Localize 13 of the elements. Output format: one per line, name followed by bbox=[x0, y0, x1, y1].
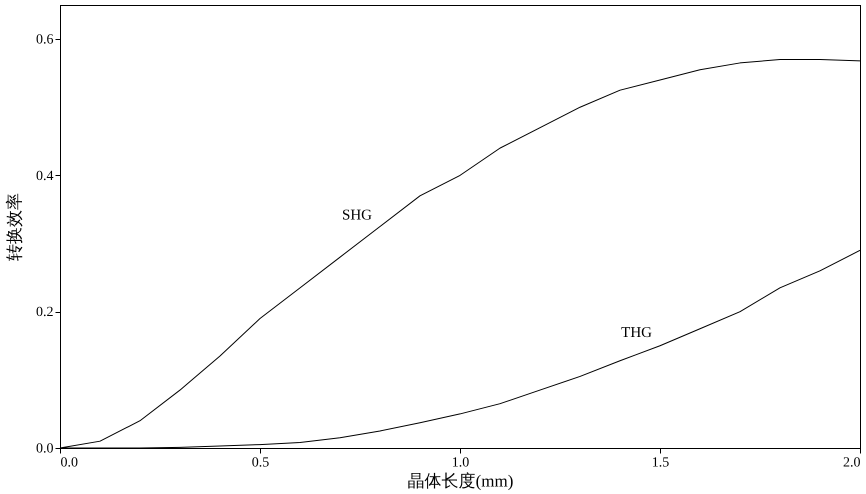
x-tick-label: 0.5 bbox=[252, 456, 270, 470]
x-tick-label: 0.0 bbox=[60, 456, 78, 470]
series-label: SHG bbox=[342, 208, 372, 224]
x-tick-label: 2.0 bbox=[843, 456, 860, 470]
y-tick-label: 0.2 bbox=[36, 305, 54, 320]
series-label: THG bbox=[621, 324, 652, 341]
y-tick-label: 0.0 bbox=[36, 442, 54, 456]
x-axis-title: 晶体长度(mm) bbox=[408, 472, 514, 490]
y-tick-label: 0.6 bbox=[36, 32, 54, 48]
y-tick-label: 0.4 bbox=[36, 168, 54, 184]
x-tick-label: 1.5 bbox=[652, 456, 670, 470]
x-tick-label: 1.0 bbox=[452, 456, 470, 470]
y-axis-title: 转换效率 bbox=[5, 193, 24, 261]
